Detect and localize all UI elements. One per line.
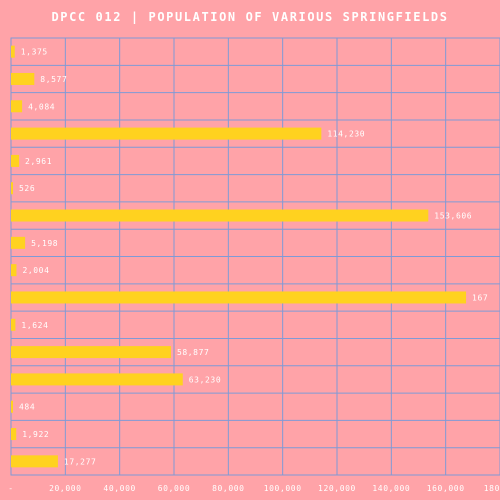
- x-tick-label: 20,000: [49, 484, 82, 493]
- x-tick-label: 140,000: [372, 484, 410, 493]
- bar: [11, 209, 429, 222]
- data-label: 114,230: [327, 130, 365, 139]
- data-label: 1,624: [21, 321, 48, 330]
- data-label: 153,606: [434, 212, 472, 221]
- bar: [11, 346, 171, 359]
- bar: [11, 291, 467, 304]
- chart-title: DPCC 012 | POPULATION OF VARIOUS SPRINGF…: [51, 10, 448, 24]
- bars: [11, 45, 467, 468]
- x-tick-label: 80,000: [212, 484, 245, 493]
- bar: [11, 264, 17, 277]
- x-tick-label: -: [8, 484, 13, 493]
- data-label: 1,922: [22, 430, 49, 439]
- bar: [11, 100, 23, 113]
- bar: [11, 182, 13, 195]
- bar: [11, 72, 35, 85]
- data-label: 167: [472, 293, 488, 302]
- bar: [11, 127, 322, 140]
- x-axis-ticks: - 20,000 40,000 60,000 80,000 100,000 120,000 1…: [8, 484, 500, 493]
- bar: [11, 154, 20, 167]
- x-tick-label: 120,000: [318, 484, 356, 493]
- data-label: 17,277: [64, 457, 97, 466]
- x-tick-label: 160,000: [427, 484, 465, 493]
- x-tick-label: 60,000: [158, 484, 191, 493]
- bar: [11, 373, 183, 386]
- data-label: 5,198: [31, 239, 58, 248]
- x-tick-label: 100,000: [264, 484, 302, 493]
- data-label: 1,375: [21, 48, 48, 57]
- data-label: 4,084: [28, 102, 55, 111]
- x-tick-label: 180: [484, 484, 500, 493]
- data-label: 58,877: [177, 348, 210, 357]
- data-label: 63,230: [189, 375, 222, 384]
- data-label: 484: [19, 403, 35, 412]
- data-label: 526: [19, 184, 35, 193]
- data-label: 2,004: [22, 266, 49, 275]
- bar: [11, 455, 58, 468]
- value-labels: 1,375 8,577 4,084 114,230 2,961 526 153,606 5,1…: [19, 48, 488, 467]
- bar: [11, 236, 26, 249]
- data-label: 8,577: [40, 75, 67, 84]
- bar: [11, 45, 15, 58]
- x-tick-label: 40,000: [103, 484, 136, 493]
- bar: [11, 400, 13, 413]
- bar: [11, 318, 16, 331]
- data-label: 2,961: [25, 157, 52, 166]
- grid: [10, 37, 500, 476]
- bar: [11, 428, 17, 441]
